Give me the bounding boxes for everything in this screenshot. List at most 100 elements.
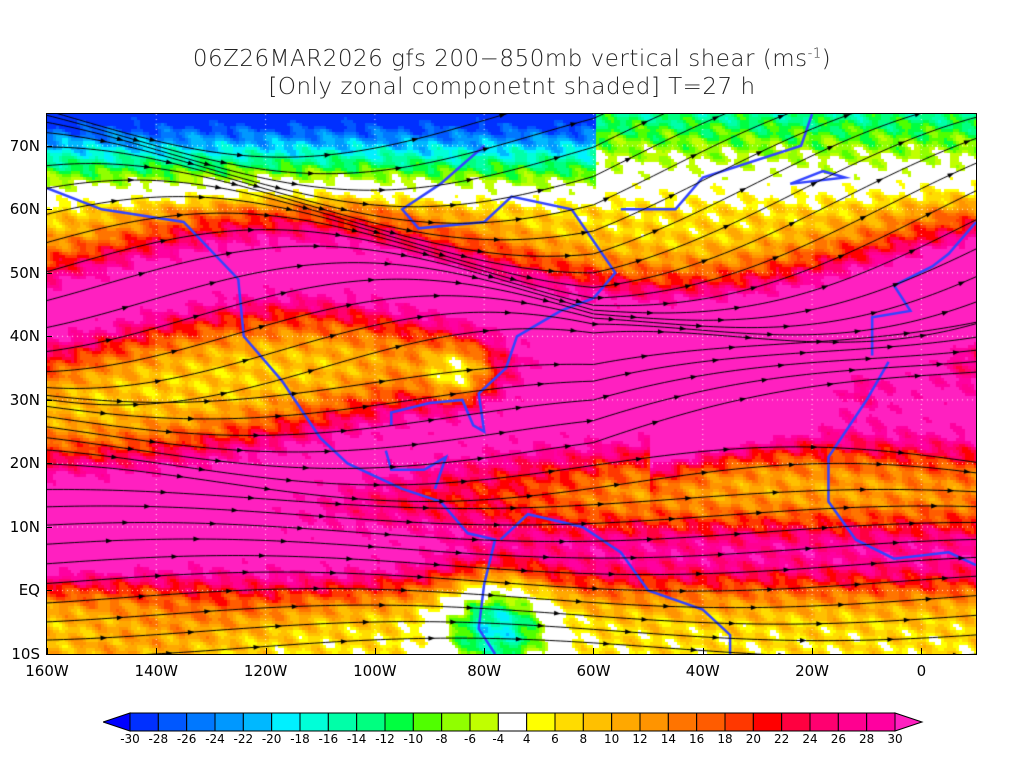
lon-tick (47, 648, 48, 654)
title-paren: ) (821, 46, 832, 72)
colorbar-tick-label: -16 (318, 732, 339, 746)
colorbar-swatch (582, 712, 613, 732)
colorbar-swatch (554, 712, 584, 732)
colorbar-tick-label: -26 (176, 732, 197, 746)
lat-label: 40N (9, 327, 40, 346)
lon-tick (484, 648, 486, 654)
lat-tick (46, 336, 52, 338)
lon-label: 0 (916, 662, 927, 680)
colorbar-swatch (441, 712, 471, 732)
colorbar-swatch (809, 712, 839, 732)
colorbar-tick-label: -24 (205, 732, 225, 746)
colorbar-swatch (327, 712, 358, 732)
chart-title-line2: [Only zonal componetnt shaded] T=27 h (268, 74, 756, 100)
lon-tick (156, 648, 158, 654)
colorbar-tick-label: -6 (464, 732, 476, 746)
colorbar-tick-label: 12 (632, 732, 648, 746)
lon-label: 40W (685, 662, 720, 680)
lat-label: 20N (9, 454, 40, 473)
colorbar-swatch (214, 712, 244, 732)
shear-field-canvas (47, 114, 976, 654)
colorbar-tick-label: 14 (660, 732, 676, 746)
colorbar-tick-label: 22 (774, 732, 790, 746)
lon-label: 80W (467, 662, 502, 680)
colorbar-swatch (129, 712, 159, 732)
lat-tick (46, 145, 52, 147)
colorbar-tick-label: -4 (492, 732, 505, 746)
colorbar-swatch (837, 712, 868, 732)
lon-label: 100W (353, 662, 397, 680)
lon-tick (921, 648, 923, 654)
colorbar-tick-label: 16 (689, 732, 705, 746)
lat-label: 30N (9, 390, 40, 409)
lon-tick (593, 648, 595, 654)
colorbar-tick-label: 28 (859, 732, 875, 746)
title-units-superscript: -1 (807, 46, 822, 62)
colorbar-swatch (412, 712, 443, 732)
colorbar-swatch (724, 712, 754, 732)
lat-label: 50N (9, 263, 40, 282)
colorbar-tick-label: 30 (887, 732, 903, 746)
colorbar-tick-label: -12 (375, 732, 395, 746)
lon-label: 160W (25, 662, 69, 680)
colorbar-swatch (696, 712, 726, 732)
colorbar-low-arrow (103, 712, 131, 732)
colorbar-swatch (186, 712, 216, 732)
colorbar-tick-label: 4 (522, 732, 531, 746)
lon-label: 20W (795, 662, 829, 680)
lon-label: 120W (243, 662, 288, 680)
lat-label: 10N (9, 517, 40, 536)
lat-label: 60N (9, 200, 40, 219)
colorbar-tick-label: 18 (717, 732, 733, 746)
colorbar-swatch (242, 712, 273, 732)
colorbar-swatch (469, 712, 499, 732)
lat-tick (46, 590, 52, 592)
colorbar-tick-label: 24 (802, 732, 818, 746)
colorbar-tick-label: -10 (403, 732, 424, 746)
lon-tick (702, 648, 704, 654)
colorbar-swatch (781, 712, 811, 732)
colorbar-swatch (384, 712, 414, 732)
colorbar-swatch (526, 712, 556, 732)
colorbar-tick-label: 20 (745, 732, 761, 746)
lat-label: 10S (11, 645, 40, 663)
lat-tick (46, 272, 52, 274)
lon-tick (812, 648, 814, 654)
colorbar-swatch (611, 712, 641, 732)
colorbar-tick-label: -14 (346, 732, 367, 746)
colorbar (103, 712, 924, 732)
colorbar-tick-label: -28 (148, 732, 169, 746)
lat-tick (46, 463, 52, 465)
lat-tick (46, 399, 52, 401)
colorbar-swatch (497, 712, 528, 732)
colorbar-tick-label: -18 (290, 732, 310, 746)
lat-tick (46, 526, 52, 528)
lon-tick (265, 648, 267, 654)
chart-title-line1: 06Z26MAR2026 gfs 200−850mb vertical shea… (0, 46, 1024, 72)
colorbar-tick-label: 26 (830, 732, 846, 746)
colorbar-tick-label: -20 (261, 732, 282, 746)
colorbar-tick-label: 8 (579, 732, 588, 746)
colorbar-swatch (356, 712, 386, 732)
shear-map (46, 113, 977, 655)
colorbar-swatch (866, 712, 896, 732)
colorbar-high-arrow (894, 712, 924, 732)
lon-label: 140W (134, 662, 179, 680)
colorbar-swatch (299, 712, 329, 732)
colorbar-swatch (639, 712, 669, 732)
colorbar-tick-label: 6 (551, 732, 559, 746)
colorbar-tick-label: -8 (435, 732, 448, 746)
colorbar-tick-label: -22 (233, 732, 254, 746)
colorbar-tick-label: 10 (604, 732, 620, 746)
lat-tick (46, 209, 52, 211)
lat-tick (46, 654, 52, 655)
colorbar-swatch (157, 712, 188, 732)
lat-label: EQ (18, 581, 40, 600)
lon-label: 60W (576, 662, 611, 680)
colorbar-swatch (752, 712, 783, 732)
lon-tick (374, 648, 376, 654)
colorbar-swatch (667, 712, 698, 732)
colorbar-swatch (271, 712, 301, 732)
lat-label: 70N (9, 136, 40, 155)
title-text: 06Z26MAR2026 gfs 200−850mb vertical shea… (192, 46, 808, 72)
